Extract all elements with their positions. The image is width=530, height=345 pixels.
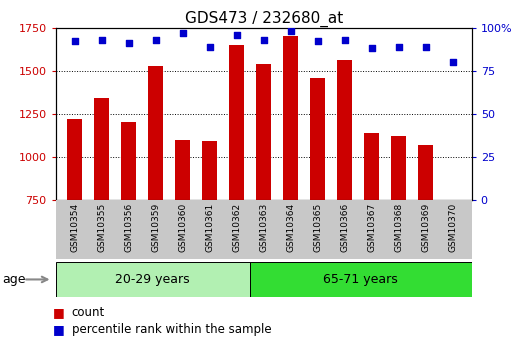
Point [367,46,376,51]
Point [340,37,349,42]
Point [448,59,457,65]
Point [233,32,241,37]
Text: GSM10368: GSM10368 [394,203,403,252]
Point [313,39,322,44]
Bar [202,141,217,200]
Text: GSM10360: GSM10360 [178,203,187,252]
Text: GSM10364: GSM10364 [286,203,295,252]
Text: GSM10369: GSM10369 [421,203,430,252]
Bar [94,98,109,200]
Text: GDS473 / 232680_at: GDS473 / 232680_at [184,10,343,27]
Bar [283,36,298,200]
Text: GSM10363: GSM10363 [259,203,268,252]
Point [421,44,430,49]
Point [260,37,268,42]
Text: GSM10361: GSM10361 [205,203,214,252]
Bar [148,66,163,200]
Text: GSM10366: GSM10366 [340,203,349,252]
Text: GSM10354: GSM10354 [70,203,79,252]
Text: GSM10367: GSM10367 [367,203,376,252]
Text: GSM10359: GSM10359 [151,203,160,252]
Bar [310,78,325,200]
Bar [364,133,379,200]
Bar [175,140,190,200]
Bar [229,45,244,200]
Bar [256,64,271,200]
Text: age: age [3,273,26,286]
Point [125,40,133,46]
Point [394,44,403,49]
Bar [391,136,406,200]
Text: count: count [72,306,105,319]
Text: percentile rank within the sample: percentile rank within the sample [72,323,271,336]
Point [152,37,160,42]
Bar [67,119,82,200]
Text: ■: ■ [53,323,65,336]
Bar [418,145,433,200]
Text: GSM10362: GSM10362 [232,203,241,252]
Point [179,30,187,36]
Text: GSM10355: GSM10355 [97,203,106,252]
Point [70,39,79,44]
Text: GSM10365: GSM10365 [313,203,322,252]
Bar [56,262,250,297]
Text: GSM10356: GSM10356 [124,203,133,252]
Point [98,37,106,42]
Text: GSM10370: GSM10370 [448,203,457,252]
Bar [337,60,352,200]
Text: 20-29 years: 20-29 years [116,273,190,286]
Point [286,28,295,34]
Bar [250,262,472,297]
Point [206,44,214,49]
Bar [121,122,136,200]
Text: ■: ■ [53,306,65,319]
Text: 65-71 years: 65-71 years [323,273,398,286]
